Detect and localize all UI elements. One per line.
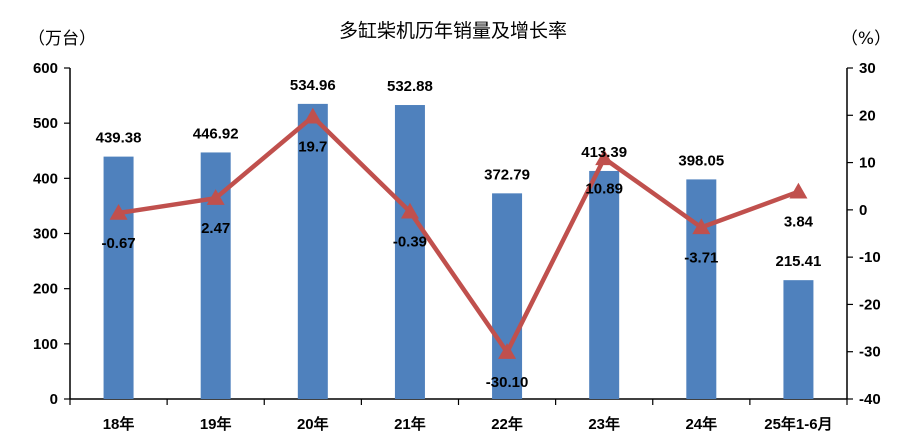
bar: [297, 103, 328, 399]
bar-value-label: 215.41: [775, 253, 821, 270]
line-marker: [303, 107, 322, 124]
left-tick-label: 500: [33, 115, 58, 132]
bar-data-labels: 439.38 446.92 534.96 532.88 372.79 413.39 398.…: [96, 77, 822, 270]
bar-value-label: 398.05: [678, 152, 724, 169]
category-label: 23年: [588, 415, 620, 433]
growth-line: [118, 114, 800, 355]
bar-value-label: 413.39: [581, 144, 627, 161]
right-axis-unit: （%）: [841, 29, 891, 49]
left-tick-label: 300: [33, 226, 58, 243]
line-marker: [400, 202, 419, 219]
category-label: 19年: [200, 415, 232, 433]
line-marker: [498, 343, 517, 359]
bar-value-label: 532.88: [387, 78, 433, 95]
growth-value-label: 19.7: [298, 139, 327, 156]
growth-value-label: 10.89: [585, 180, 623, 197]
category-label: 21年: [394, 415, 426, 433]
bar: [783, 280, 814, 399]
left-tick-label: 0: [50, 391, 58, 408]
bar-value-label: 446.92: [193, 125, 239, 142]
left-axis-unit: （万台）: [28, 29, 96, 49]
right-tick-label: -30: [859, 344, 881, 361]
bar: [492, 193, 523, 399]
growth-value-label: -30.10: [486, 374, 529, 391]
bar: [103, 156, 134, 399]
category-label: 24年: [685, 415, 717, 433]
right-tick-label: -40: [859, 391, 881, 408]
bar: [686, 179, 717, 399]
right-tick-label: -10: [859, 249, 881, 266]
category-label: 18年: [103, 415, 135, 433]
line-data-labels: -0.67 2.47 19.7 -0.39 -30.10 10.89 -3.71 3.84: [101, 139, 813, 391]
bar: [394, 105, 425, 400]
right-tick-label: -20: [859, 296, 881, 313]
line-series: [109, 107, 808, 359]
line-marker: [206, 189, 225, 205]
bar-value-label: 372.79: [484, 166, 530, 183]
right-tick-label: 20: [859, 107, 876, 124]
left-axis-ticks: 0 100 200 300 400 500 600: [33, 60, 70, 408]
right-tick-label: 30: [859, 60, 876, 77]
category-labels: 18年 19年 20年 21年 22年 23年 24年 25年1-6月: [69, 399, 848, 433]
line-marker: [595, 149, 614, 166]
right-tick-label: 10: [859, 155, 876, 172]
left-tick-label: 100: [33, 336, 58, 353]
line-marker: [789, 182, 808, 199]
growth-value-label: 3.84: [784, 214, 814, 231]
right-axis-ticks: -40 -30 -20 -10 0 10 20 30: [847, 60, 881, 408]
left-tick-label: 400: [33, 170, 58, 187]
category-label: 20年: [297, 415, 329, 433]
left-tick-label: 600: [33, 60, 58, 77]
growth-value-label: 2.47: [201, 220, 230, 237]
line-marker: [109, 204, 128, 220]
bar: [589, 170, 620, 399]
bar-series: [103, 103, 814, 400]
category-label: 25年1-6月: [764, 415, 832, 433]
growth-value-label: -0.67: [101, 235, 135, 252]
bar-value-label: 439.38: [96, 130, 142, 147]
growth-value-label: -3.71: [684, 249, 718, 266]
bar-value-label: 534.96: [290, 77, 336, 94]
category-label: 22年: [491, 415, 523, 433]
right-tick-label: 0: [859, 202, 867, 219]
chart-title: 多缸柴机历年销量及增长率: [339, 20, 567, 42]
growth-value-label: -0.39: [393, 234, 427, 251]
left-tick-label: 200: [33, 281, 58, 298]
line-marker: [692, 218, 711, 235]
